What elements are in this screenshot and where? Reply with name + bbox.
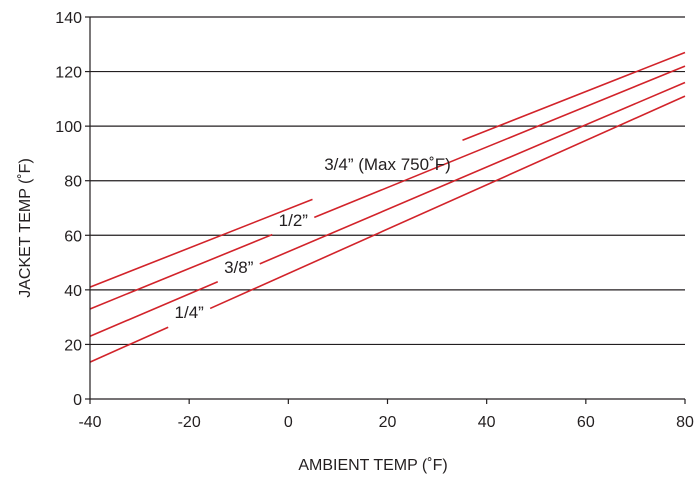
y-tick-label: 100 bbox=[55, 119, 82, 136]
x-tick-label: 0 bbox=[284, 414, 293, 431]
series-labels: 3/4” (Max 750˚F) 1/2” 3/8” 1/4” bbox=[175, 155, 451, 322]
series-line-3-b bbox=[259, 81, 686, 265]
x-tick-label: 80 bbox=[676, 414, 694, 431]
x-tick-label: -40 bbox=[78, 414, 101, 431]
y-tick-label: 60 bbox=[64, 228, 82, 245]
series-line-2-a bbox=[89, 233, 273, 310]
x-axis-title: AMBIENT TEMP (˚F) bbox=[298, 457, 447, 474]
gridlines bbox=[90, 16, 685, 346]
series-line-4-b bbox=[209, 95, 686, 310]
series-label-2: 1/2” bbox=[279, 211, 309, 230]
series-lines bbox=[89, 51, 686, 363]
series-label-3: 3/8” bbox=[224, 258, 254, 277]
y-tick-label: 40 bbox=[64, 283, 82, 300]
y-tick-label: 80 bbox=[64, 174, 82, 191]
series-line-3-a bbox=[89, 281, 219, 337]
series-label-4: 1/4” bbox=[175, 303, 205, 322]
axes bbox=[85, 16, 686, 404]
series-line-4-a bbox=[89, 326, 169, 363]
series-label-1: 3/4” (Max 750˚F) bbox=[324, 155, 451, 174]
x-tick-label: -20 bbox=[178, 414, 201, 431]
x-tick-label: 20 bbox=[379, 414, 397, 431]
y-tick-label: 140 bbox=[55, 10, 82, 27]
y-tick-label: 0 bbox=[73, 392, 82, 409]
x-tick-label: 40 bbox=[478, 414, 496, 431]
y-tick-label: 20 bbox=[64, 337, 82, 354]
x-tick-label: 60 bbox=[577, 414, 595, 431]
y-tick-label: 120 bbox=[55, 65, 82, 82]
tick-labels: 0 20 40 60 80 100 120 140 -40 -20 0 20 40 60 80 bbox=[55, 10, 694, 431]
y-axis-title: JACKET TEMP (˚F) bbox=[17, 158, 34, 298]
series-line-2-b bbox=[313, 65, 686, 219]
series-line-1-a bbox=[89, 198, 313, 288]
series-line-1-b bbox=[462, 51, 686, 141]
